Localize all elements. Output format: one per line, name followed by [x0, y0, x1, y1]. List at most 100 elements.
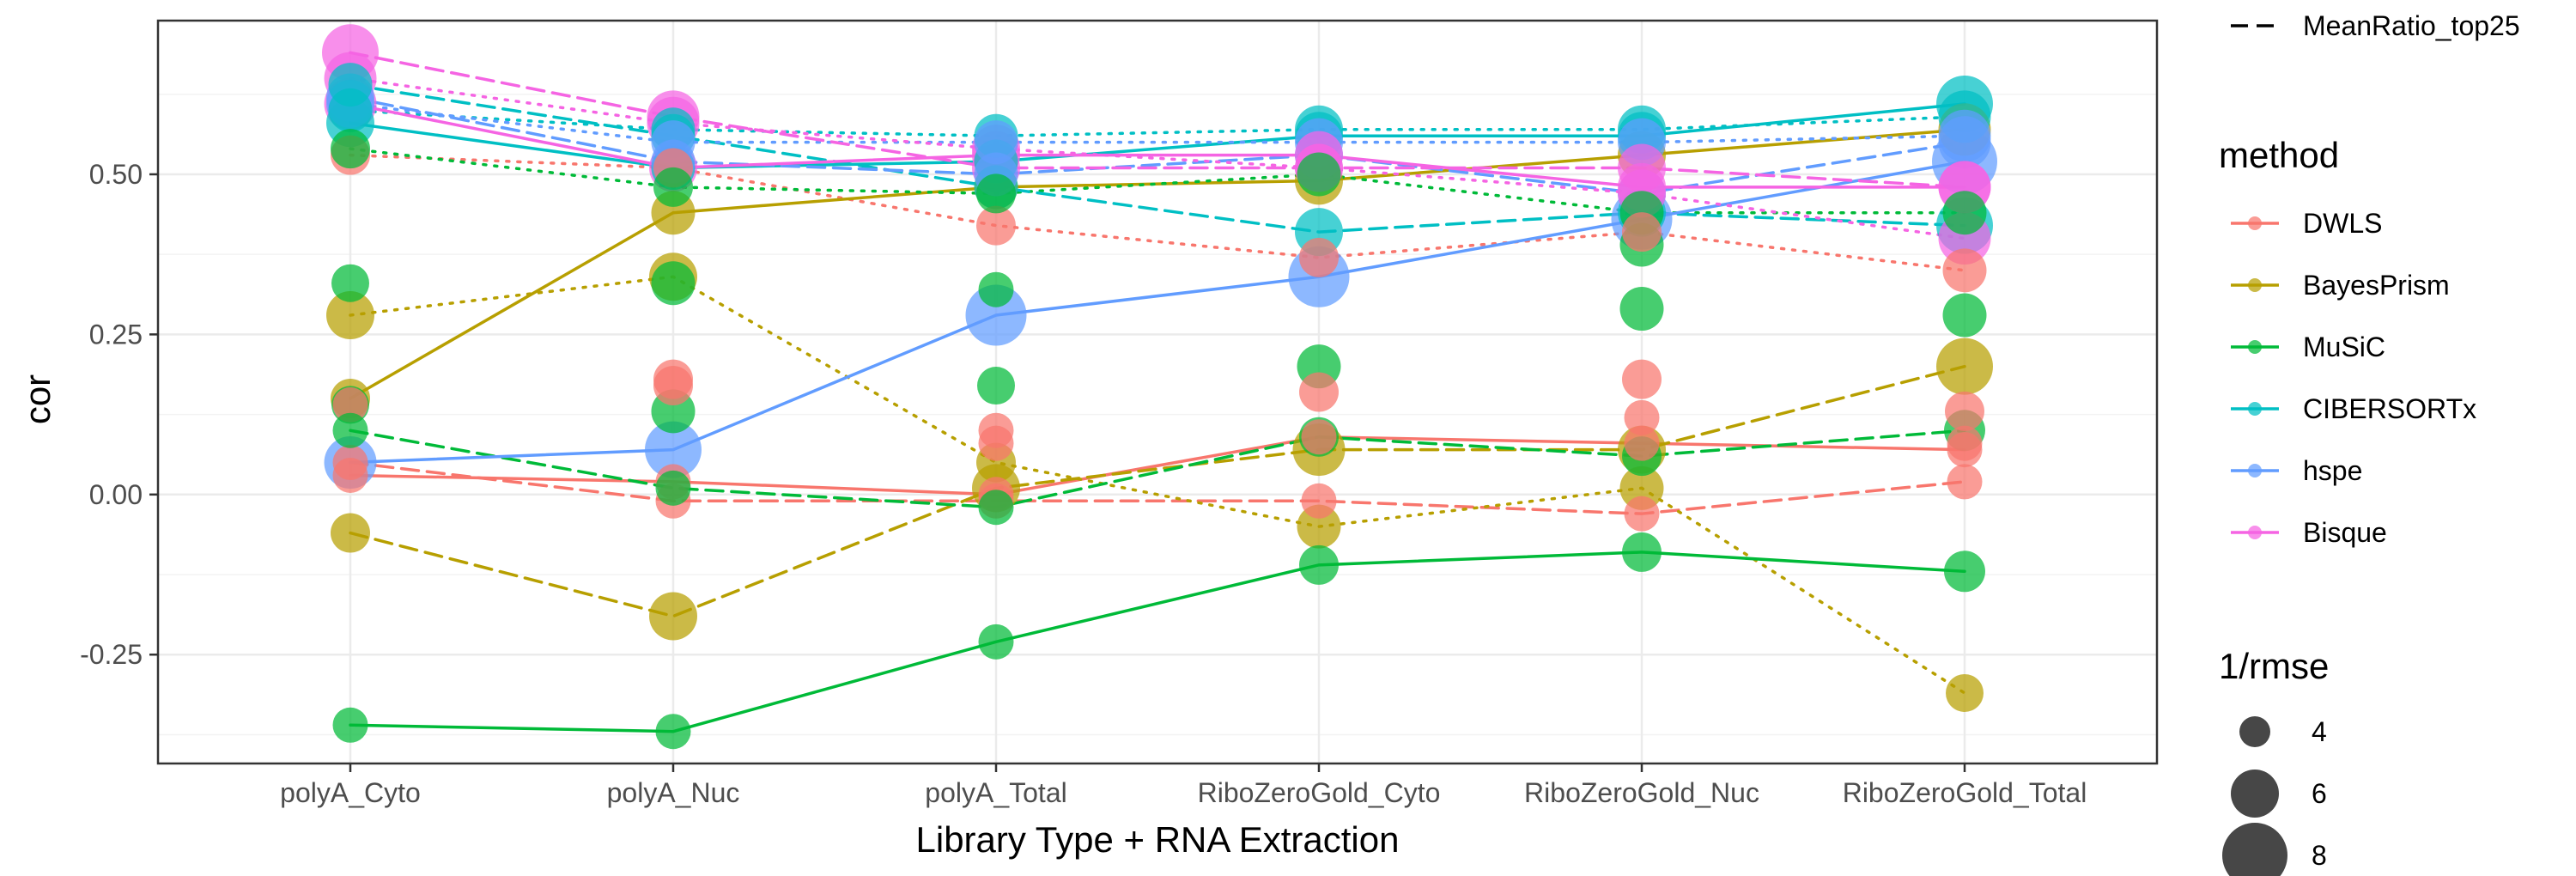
legend-size-label: 8	[2312, 840, 2327, 871]
legend-method-label: BayesPrism	[2303, 270, 2450, 301]
legend-method-dot	[2248, 340, 2262, 354]
series-line-music-dashed	[349, 429, 1966, 509]
data-point-music	[1297, 152, 1341, 197]
data-point-dwls	[1947, 464, 1983, 500]
data-point-music	[655, 470, 691, 506]
data-point-dwls	[653, 359, 693, 399]
panel-background	[158, 21, 2157, 763]
legend-method-dot	[2248, 464, 2262, 478]
legend-size-dot	[2239, 716, 2270, 747]
data-point-music	[977, 367, 1015, 405]
legend-size-dot	[2231, 770, 2279, 818]
data-point-dwls	[332, 386, 368, 423]
legend-method-dot	[2248, 216, 2262, 230]
y-tick-label: 0.25	[89, 319, 143, 350]
series-line-hspe-solid	[349, 160, 1966, 465]
series-line-dwls-dotted	[349, 153, 1966, 272]
legend-size-label: 6	[2312, 778, 2327, 809]
legend-method-label: CIBERSORTx	[2303, 393, 2476, 424]
legend-method-dot	[2248, 402, 2262, 416]
panel-border-rect	[156, 19, 2159, 765]
x-tick-label: RiboZeroGold_Total	[1843, 777, 2087, 808]
legend-method-label: DWLS	[2303, 208, 2382, 239]
data-point-bayesprism	[1297, 504, 1341, 549]
data-point-music	[332, 412, 368, 448]
data-point-dwls	[1299, 237, 1339, 277]
data-point-music	[1299, 544, 1339, 585]
data-point-music	[1622, 532, 1662, 572]
y-tick-label: 0.00	[89, 479, 143, 510]
legend-method-label: Bisque	[2303, 517, 2387, 548]
data-point-dwls	[1947, 425, 1983, 461]
data-point-music	[1619, 287, 1664, 332]
data-point-bayesprism	[331, 513, 370, 553]
data-point-dwls	[1301, 483, 1337, 519]
data-point-dwls	[1622, 359, 1662, 399]
legend-size-title: 1/rmse	[2219, 646, 2329, 686]
data-point-music	[976, 173, 1016, 214]
data-point-cibersortx	[328, 88, 373, 132]
data-point-dwls	[1299, 372, 1339, 412]
data-point-dwls	[978, 425, 1014, 461]
series-line-hspe-dashed	[349, 95, 1966, 196]
data-point-music	[978, 271, 1014, 307]
data-point-dwls	[1624, 425, 1660, 461]
data-point-music	[978, 624, 1014, 660]
panel-border	[156, 19, 2159, 765]
data-point-dwls	[332, 445, 368, 481]
x-tick-label: RiboZeroGold_Cyto	[1198, 777, 1441, 808]
x-tick-label: RiboZeroGold_Nuc	[1524, 777, 1759, 808]
data-point-music	[332, 707, 368, 743]
y-axis-title: cor	[17, 374, 58, 424]
plot-panel	[158, 21, 2157, 763]
legend-method-title: method	[2219, 135, 2339, 175]
legend-method-dot	[2248, 526, 2262, 539]
series-line-dwls-solid	[349, 435, 1966, 496]
series-line-bayesprism-solid	[349, 128, 1966, 400]
data-point-dwls	[1301, 419, 1337, 455]
legend-linetype-label: MeanRatio_top25	[2303, 10, 2520, 41]
data-point-bayesprism	[1619, 465, 1664, 510]
data-point-bayesprism	[649, 592, 697, 641]
data-point-bayesprism	[1946, 673, 1984, 712]
data-point-music	[1942, 191, 1987, 235]
series-line-music-dotted	[349, 147, 1966, 215]
data-point-dwls	[1624, 399, 1660, 435]
series-line-music-solid	[349, 551, 1966, 733]
data-point-bayesprism	[1936, 338, 1993, 395]
data-point-music	[655, 714, 691, 750]
data-point-music	[978, 490, 1014, 526]
series-line-bisque-dashed	[349, 51, 1966, 189]
data-point-music	[1944, 551, 1985, 593]
data-point-music	[331, 129, 370, 169]
y-tick-label: 0.50	[89, 159, 143, 190]
x-axis-title: Library Type + RNA Extraction	[916, 819, 1400, 860]
y-tick-label: -0.25	[80, 639, 143, 670]
data-point-music	[331, 264, 369, 302]
series-lines	[349, 51, 1966, 733]
legend-size-dot	[2222, 823, 2287, 876]
legend-method-label: hspe	[2303, 455, 2362, 486]
legend-method-label: MuSiC	[2303, 332, 2385, 362]
data-point-dwls	[1945, 391, 1984, 431]
series-line-bisque-dotted	[349, 76, 1966, 240]
series-line-bayesprism-dotted	[349, 275, 1966, 695]
data-point-dwls	[1942, 248, 1987, 293]
data-point-hspe	[1938, 109, 1991, 162]
legend-method-dot	[2248, 278, 2262, 292]
data-point-dwls	[976, 205, 1016, 246]
series-line-cibersortx-solid	[349, 102, 1966, 170]
data-point-bayesprism	[326, 291, 374, 340]
data-point-hspe	[645, 421, 702, 478]
series-line-cibersortx-dotted	[349, 108, 1966, 137]
x-tick-label: polyA_Nuc	[607, 777, 740, 808]
data-point-hspe	[965, 284, 1027, 346]
data-points	[322, 24, 1997, 750]
data-point-music	[651, 261, 696, 306]
data-point-dwls	[1624, 496, 1660, 532]
series-line-hspe-dotted	[349, 102, 1966, 144]
x-tick-label: polyA_Cyto	[280, 777, 421, 808]
series-line-bisque-solid	[349, 102, 1966, 189]
